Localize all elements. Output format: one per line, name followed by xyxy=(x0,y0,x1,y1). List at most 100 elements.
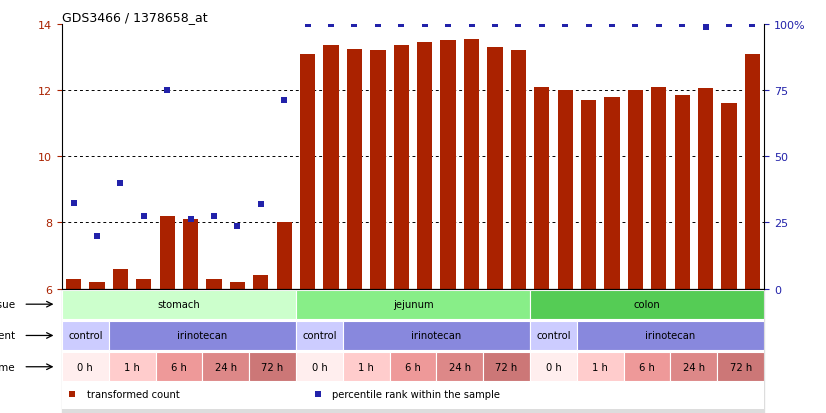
Bar xyxy=(249,353,296,381)
Bar xyxy=(483,353,530,381)
Point xyxy=(348,21,361,28)
Point xyxy=(652,21,665,28)
Bar xyxy=(698,89,713,289)
Text: 24 h: 24 h xyxy=(449,362,471,372)
Text: 6 h: 6 h xyxy=(639,362,655,372)
Bar xyxy=(671,353,717,381)
Text: 72 h: 72 h xyxy=(262,362,283,372)
Bar xyxy=(109,321,296,350)
Bar xyxy=(62,290,296,319)
Point xyxy=(230,223,244,230)
Text: stomach: stomach xyxy=(158,299,201,309)
Bar xyxy=(510,51,526,289)
Point xyxy=(699,25,712,31)
Bar xyxy=(296,353,343,381)
Point xyxy=(114,180,127,187)
Text: jejunum: jejunum xyxy=(392,299,434,309)
Point xyxy=(418,21,431,28)
Bar xyxy=(436,353,483,381)
Text: 1 h: 1 h xyxy=(592,362,608,372)
Bar xyxy=(717,353,764,381)
Point xyxy=(137,213,150,220)
Point xyxy=(301,21,314,28)
Text: 24 h: 24 h xyxy=(683,362,705,372)
Bar xyxy=(745,55,760,289)
Point xyxy=(535,21,548,28)
Bar xyxy=(577,353,624,381)
Text: colon: colon xyxy=(634,299,661,309)
Bar xyxy=(62,353,109,381)
Point xyxy=(676,21,689,28)
Text: agent: agent xyxy=(0,331,16,341)
Bar xyxy=(230,282,245,289)
Bar xyxy=(534,88,549,289)
Point xyxy=(605,21,619,28)
Text: GDS3466 / 1378658_at: GDS3466 / 1378658_at xyxy=(62,11,207,24)
Point xyxy=(184,216,197,223)
Bar xyxy=(159,216,175,289)
Bar xyxy=(155,353,202,381)
Bar xyxy=(183,220,198,289)
Point xyxy=(90,233,104,240)
Text: irinotecan: irinotecan xyxy=(411,331,462,341)
Bar xyxy=(558,91,572,289)
Bar xyxy=(394,46,409,289)
Text: control: control xyxy=(302,331,337,341)
Bar xyxy=(113,269,128,289)
Bar xyxy=(343,321,530,350)
Text: 6 h: 6 h xyxy=(405,362,421,372)
Bar xyxy=(577,321,764,350)
Bar xyxy=(651,88,667,289)
Bar xyxy=(530,321,577,350)
Bar xyxy=(206,279,221,289)
Point xyxy=(465,21,478,28)
Text: control: control xyxy=(68,331,102,341)
Point xyxy=(511,21,525,28)
Point xyxy=(395,21,408,28)
Bar xyxy=(136,279,151,289)
Bar xyxy=(66,279,81,289)
Point xyxy=(558,21,572,28)
Bar xyxy=(347,50,362,289)
Bar xyxy=(417,43,432,289)
Point xyxy=(325,21,338,28)
Point xyxy=(722,21,735,28)
Bar xyxy=(464,40,479,289)
Bar xyxy=(300,55,316,289)
Point xyxy=(629,21,642,28)
Text: 6 h: 6 h xyxy=(171,362,187,372)
Bar xyxy=(487,48,502,289)
Point xyxy=(311,391,325,398)
Text: irinotecan: irinotecan xyxy=(178,331,227,341)
Bar xyxy=(202,353,249,381)
Bar xyxy=(530,290,764,319)
Point xyxy=(372,21,385,28)
Text: transformed count: transformed count xyxy=(87,389,179,399)
Point xyxy=(254,202,268,208)
Text: 0 h: 0 h xyxy=(78,362,93,372)
Point xyxy=(67,200,80,206)
Bar xyxy=(254,275,268,289)
Point xyxy=(278,97,291,104)
Point xyxy=(746,21,759,28)
Text: 72 h: 72 h xyxy=(729,362,752,372)
Text: time: time xyxy=(0,362,16,372)
Bar xyxy=(109,353,155,381)
Bar xyxy=(390,353,436,381)
Bar xyxy=(296,290,530,319)
Bar xyxy=(62,321,109,350)
Text: tissue: tissue xyxy=(0,299,16,309)
Bar xyxy=(581,101,596,289)
Bar xyxy=(370,51,386,289)
Bar xyxy=(675,96,690,289)
Bar xyxy=(277,223,292,289)
Point xyxy=(441,21,454,28)
Bar xyxy=(296,321,343,350)
Bar xyxy=(62,289,764,413)
Text: 72 h: 72 h xyxy=(496,362,518,372)
Point xyxy=(488,21,501,28)
Bar xyxy=(605,97,620,289)
Text: irinotecan: irinotecan xyxy=(645,331,695,341)
Text: 0 h: 0 h xyxy=(311,362,327,372)
Bar xyxy=(440,41,456,289)
